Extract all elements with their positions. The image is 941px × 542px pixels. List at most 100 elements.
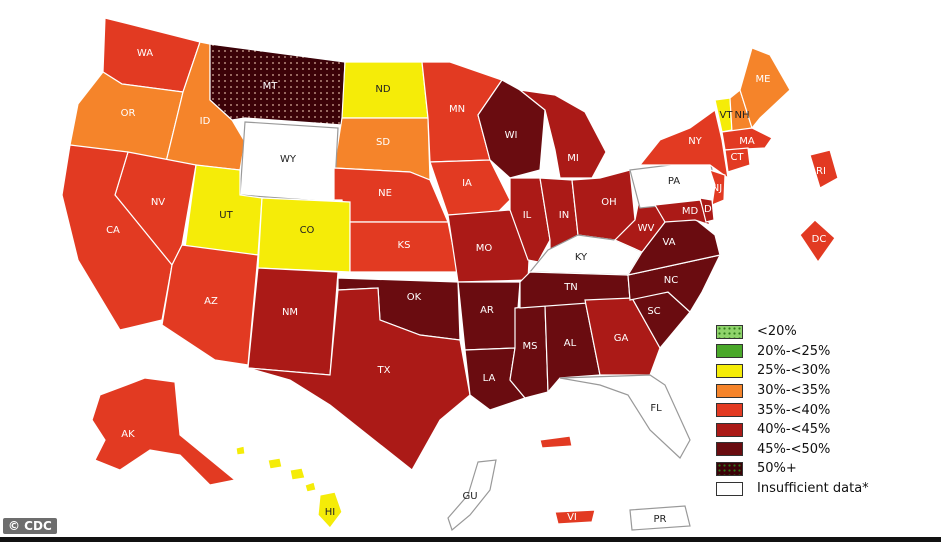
- label-OH: OH: [601, 197, 616, 208]
- label-HI: HI: [325, 507, 335, 518]
- state-GA: [584, 297, 661, 376]
- credit-badge: © CDC: [3, 518, 57, 534]
- state-DC: [799, 219, 836, 264]
- hi-island-4: [304, 481, 317, 493]
- legend-label: Insufficient data*: [757, 481, 869, 497]
- label-MA: MA: [739, 136, 755, 147]
- hi-island-3: [289, 467, 306, 481]
- label-NH: NH: [735, 110, 750, 121]
- label-SD: SD: [376, 137, 390, 148]
- label-ID: ID: [200, 116, 211, 127]
- label-AK: AK: [121, 429, 135, 440]
- legend-swatch: [716, 422, 743, 437]
- state-CA: [61, 144, 173, 331]
- label-MS: MS: [523, 341, 538, 352]
- vi-fragment: [539, 435, 573, 449]
- label-AL: AL: [564, 338, 577, 349]
- label-IN: IN: [559, 210, 569, 221]
- label-MN: MN: [449, 104, 465, 115]
- state-NY: [638, 108, 729, 180]
- label-OR: OR: [121, 108, 136, 119]
- legend-item: <20%: [716, 322, 869, 342]
- label-NJ: NJ: [712, 183, 722, 194]
- label-PA: PA: [668, 176, 680, 187]
- label-TN: TN: [563, 282, 578, 293]
- state-NJ: [709, 169, 726, 206]
- state-CT: [724, 147, 751, 173]
- legend-swatch: [716, 383, 743, 398]
- label-NE: NE: [378, 188, 392, 199]
- state-VI: [554, 509, 596, 525]
- label-DE: DE: [704, 204, 718, 215]
- state-GU: [447, 459, 497, 532]
- legend: <20% 20%-<25% 25%-<30% 30%-<35% 35%-<40%…: [716, 322, 869, 498]
- label-CO: CO: [300, 225, 315, 236]
- legend-label: 50%+: [757, 461, 797, 477]
- label-RI: RI: [816, 166, 826, 177]
- state-WI: [477, 79, 546, 179]
- label-ND: ND: [375, 84, 390, 95]
- legend-item: 45%-<50%: [716, 440, 869, 460]
- label-MI: MI: [567, 153, 579, 164]
- label-VA: VA: [662, 237, 675, 248]
- label-ME: ME: [756, 74, 771, 85]
- label-VT: VT: [720, 110, 734, 121]
- label-MO: MO: [476, 243, 493, 254]
- state-RI: [809, 149, 839, 189]
- legend-label: 45%-<50%: [757, 441, 831, 457]
- state-FL: [559, 374, 691, 459]
- state-MD: [654, 199, 712, 226]
- label-OK: OK: [407, 292, 422, 303]
- bottom-bar: [0, 537, 941, 542]
- label-KS: KS: [398, 240, 411, 251]
- label-FL: FL: [650, 403, 662, 414]
- label-UT: UT: [219, 210, 233, 221]
- label-VI: VI: [567, 512, 577, 523]
- label-NY: NY: [688, 136, 702, 147]
- legend-label: 30%-<35%: [757, 383, 831, 399]
- state-AR: [457, 281, 521, 351]
- legend-swatch: [716, 461, 743, 476]
- legend-label: 40%-<45%: [757, 422, 831, 438]
- legend-swatch: [716, 363, 743, 378]
- legend-label: 20%-<25%: [757, 343, 831, 359]
- hi-island-1: [235, 445, 246, 456]
- state-AK: [91, 377, 237, 486]
- label-DC: DC: [812, 234, 827, 245]
- legend-item: 35%-<40%: [716, 400, 869, 420]
- legend-item: 25%-<30%: [716, 361, 869, 381]
- label-NC: NC: [664, 275, 678, 286]
- label-WV: WV: [638, 223, 655, 234]
- state-DE: [699, 197, 715, 223]
- state-HI: [317, 491, 343, 529]
- legend-label: 35%-<40%: [757, 402, 831, 418]
- label-MD: MD: [682, 206, 699, 217]
- label-IL: IL: [523, 210, 532, 221]
- state-NM: [247, 267, 339, 376]
- label-PR: PR: [654, 514, 667, 525]
- hi-island-2: [267, 457, 283, 470]
- label-NM: NM: [282, 307, 298, 318]
- label-AR: AR: [480, 305, 494, 316]
- legend-swatch: [716, 344, 743, 359]
- state-AZ: [161, 244, 259, 366]
- state-TX: [247, 287, 471, 471]
- state-labels: WA OR ID MT ND SD WY NE MN IA WI MI NV C…: [106, 48, 826, 525]
- legend-swatch: [716, 403, 743, 418]
- label-TX: TX: [377, 365, 391, 376]
- label-LA: LA: [483, 373, 496, 384]
- label-CT: CT: [730, 152, 744, 163]
- label-NV: NV: [151, 197, 165, 208]
- label-IA: IA: [462, 178, 472, 189]
- label-GU: GU: [462, 491, 477, 502]
- state-PR: [629, 505, 691, 531]
- legend-item: 50%+: [716, 459, 869, 479]
- legend-label: 25%-<30%: [757, 363, 831, 379]
- legend-item: 40%-<45%: [716, 420, 869, 440]
- state-MT: [209, 43, 346, 126]
- legend-swatch: [716, 324, 743, 339]
- label-WY: WY: [280, 154, 297, 165]
- legend-item: 30%-<35%: [716, 381, 869, 401]
- label-KY: KY: [575, 252, 588, 263]
- label-MT: MT: [263, 81, 279, 92]
